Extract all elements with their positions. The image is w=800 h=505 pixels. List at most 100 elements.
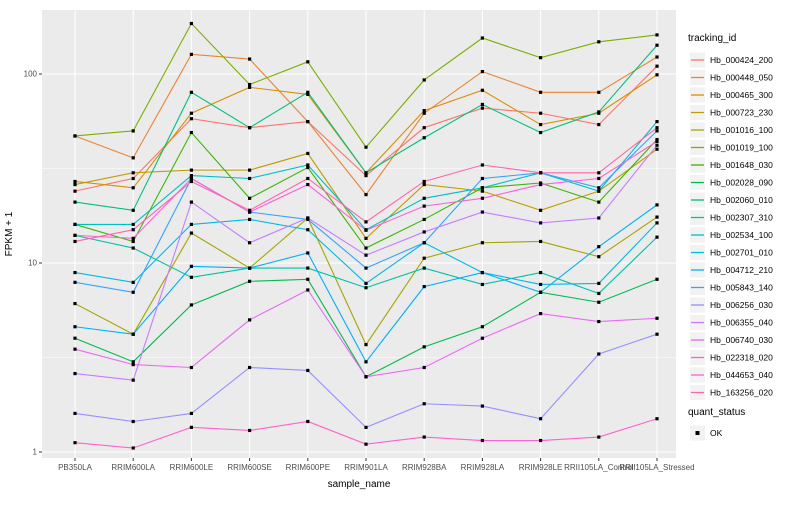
data-point-Hb_005843_140-RRII105LA_Stressed <box>655 129 659 133</box>
data-point-Hb_002028_090-PB350LA <box>73 336 77 340</box>
data-point-Hb_000723_230-RRII105LA_Stressed <box>655 147 659 151</box>
legend-label-Hb_163256_020: Hb_163256_020 <box>710 388 773 398</box>
data-point-Hb_001016_100-RRIM928BA <box>422 256 426 260</box>
legend-label-Hb_006355_040: Hb_006355_040 <box>710 318 773 328</box>
data-point-Hb_000424_200-RRIM600LA <box>131 176 135 181</box>
data-point-Hb_005843_140-RRIM928BA <box>422 241 426 245</box>
data-point-Hb_006740_030-RRIM600LE <box>189 365 193 370</box>
data-point-Hb_001016_100-RRIM600LE <box>189 231 193 235</box>
legend-label-Hb_002534_100: Hb_002534_100 <box>710 230 773 240</box>
y-axis-title: FPKM + 1 <box>4 211 15 256</box>
data-point-Hb_000723_230-RRIM928BA <box>422 182 426 187</box>
data-point-Hb_006256_030-RRIM928LA <box>480 404 484 408</box>
legend-label-Hb_001648_030: Hb_001648_030 <box>710 160 773 170</box>
data-point-Hb_163256_020-RRIM928LA <box>480 163 484 167</box>
data-point-Hb_001648_030-RRIM600PE <box>306 165 310 170</box>
data-point-Hb_001019_100-RRIM600SE <box>248 82 252 87</box>
data-point-Hb_002534_100-RRII105LA_Control <box>597 189 601 193</box>
data-point-Hb_001019_100-RRII105LA_Control <box>597 40 601 44</box>
data-point-Hb_002307_310-RRII105LA_Stressed <box>655 235 659 239</box>
x-tick-label: RRIM600LE <box>170 463 214 472</box>
x-tick-label: RRII105LA_Control <box>564 463 634 472</box>
data-point-Hb_001019_100-RRIM600LE <box>189 21 193 26</box>
data-point-Hb_000465_300-RRIM928LE <box>539 122 543 127</box>
data-point-Hb_000448_050-RRIM600PE <box>306 119 310 124</box>
data-point-Hb_000424_200-RRIM928LE <box>539 111 543 115</box>
data-point-Hb_001016_100-PB350LA <box>73 301 77 306</box>
y-tick-label: 1 <box>33 448 38 457</box>
data-point-Hb_002307_310-RRII105LA_Control <box>597 291 601 296</box>
data-point-Hb_002060_010-RRIM928LA <box>480 102 484 107</box>
data-point-Hb_044653_040-RRII105LA_Control <box>597 435 601 439</box>
legend-label-Hb_000723_230: Hb_000723_230 <box>710 108 773 118</box>
data-point-Hb_002701_010-RRIM600SE <box>248 217 252 222</box>
data-point-Hb_002701_010-PB350LA <box>73 270 77 275</box>
data-point-Hb_002307_310-RRIM928LE <box>539 270 543 275</box>
legend-label-Hb_001016_100: Hb_001016_100 <box>710 125 773 135</box>
data-point-Hb_002534_100-RRIM600LA <box>131 222 135 227</box>
data-point-Hb_005843_140-RRII105LA_Control <box>597 186 601 190</box>
data-point-Hb_022318_020-RRIM928LE <box>539 182 543 187</box>
data-point-Hb_000448_050-RRIM901LA <box>364 193 368 197</box>
legend-label-Hb_000424_200: Hb_000424_200 <box>710 55 773 65</box>
data-point-Hb_000424_200-RRII105LA_Control <box>597 122 601 127</box>
data-point-Hb_044653_040-PB350LA <box>73 441 77 445</box>
data-point-Hb_001019_100-RRIM928LA <box>480 36 484 40</box>
data-point-Hb_002701_010-RRIM600PE <box>306 228 310 232</box>
data-point-Hb_001648_030-RRIM928BA <box>422 217 426 222</box>
data-point-Hb_001019_100-RRIM928BA <box>422 78 426 82</box>
data-point-Hb_002028_090-RRII105LA_Stressed <box>655 277 659 281</box>
y-tick-label: 100 <box>24 70 38 79</box>
legend-label-Hb_004712_210: Hb_004712_210 <box>710 265 773 275</box>
data-point-Hb_002534_100-RRIM600LE <box>189 174 193 178</box>
data-point-Hb_006256_030-RRIM600LA <box>131 419 135 424</box>
data-point-Hb_022318_020-RRIM928BA <box>422 204 426 208</box>
data-point-Hb_001648_030-RRII105LA_Stressed <box>655 137 659 142</box>
data-point-Hb_006256_030-RRIM928BA <box>422 402 426 406</box>
data-point-Hb_044653_040-RRIM928BA <box>422 435 426 439</box>
legend-label-Hb_002307_310: Hb_002307_310 <box>710 213 773 223</box>
data-point-Hb_002701_010-RRII105LA_Control <box>597 281 601 285</box>
data-point-Hb_006256_030-RRIM928LE <box>539 417 543 421</box>
data-point-Hb_004712_210-RRII105LA_Control <box>597 245 601 249</box>
data-point-Hb_002060_010-RRIM600PE <box>306 90 310 94</box>
data-point-Hb_001648_030-RRIM600LE <box>189 130 193 135</box>
data-point-Hb_006256_030-RRII105LA_Stressed <box>655 332 659 336</box>
data-point-Hb_004712_210-RRIM901LA <box>364 360 368 364</box>
legend-title-tracking-id: tracking_id <box>688 33 736 44</box>
data-point-Hb_002060_010-RRIM928LE <box>539 130 543 135</box>
data-point-Hb_006355_040-RRIM901LA <box>364 253 368 257</box>
data-point-Hb_163256_020-RRIM600PE <box>306 176 310 181</box>
data-point-Hb_044653_040-RRIM600LE <box>189 425 193 429</box>
data-point-Hb_000465_300-RRIM600LA <box>131 186 135 190</box>
data-point-Hb_005843_140-PB350LA <box>73 280 77 284</box>
data-point-Hb_000448_050-RRIM928LE <box>539 90 543 94</box>
data-point-Hb_001019_100-RRIM600PE <box>306 60 310 64</box>
data-point-Hb_002534_100-RRIM928LA <box>480 186 484 190</box>
data-point-Hb_005843_140-RRIM901LA <box>364 266 368 270</box>
data-point-Hb_001019_100-RRIM600LA <box>131 129 135 133</box>
data-point-Hb_002701_010-RRIM928LE <box>539 282 543 287</box>
data-point-Hb_163256_020-RRII105LA_Control <box>597 171 601 175</box>
data-point-Hb_002307_310-RRIM901LA <box>364 286 368 290</box>
data-point-Hb_002028_090-RRIM600SE <box>248 279 252 283</box>
data-point-Hb_044653_040-RRIM928LA <box>480 438 484 443</box>
data-point-Hb_006740_030-RRIM928BA <box>422 365 426 370</box>
data-point-Hb_000465_300-RRIM600SE <box>248 85 252 89</box>
data-point-Hb_006740_030-RRII105LA_Control <box>597 319 601 324</box>
data-point-Hb_000448_050-RRIM600LA <box>131 156 135 160</box>
data-point-Hb_002534_100-RRII105LA_Stressed <box>655 119 659 124</box>
data-point-Hb_002028_090-RRIM600LE <box>189 303 193 307</box>
x-tick-label: RRIM928LA <box>461 463 505 472</box>
data-point-Hb_002060_010-RRIM600LA <box>131 208 135 212</box>
data-point-Hb_163256_020-RRIM928BA <box>422 179 426 184</box>
data-point-Hb_001016_100-RRIM928LE <box>539 239 543 244</box>
data-point-Hb_001019_100-RRIM901LA <box>364 145 368 149</box>
data-point-Hb_002060_010-RRIM928BA <box>422 136 426 140</box>
data-point-Hb_000448_050-RRII105LA_Stressed <box>655 55 659 59</box>
data-point-Hb_002701_010-RRIM600LA <box>131 280 135 284</box>
data-point-Hb_006355_040-RRIM600SE <box>248 241 252 245</box>
data-point-Hb_002060_010-RRIM600LE <box>189 90 193 94</box>
